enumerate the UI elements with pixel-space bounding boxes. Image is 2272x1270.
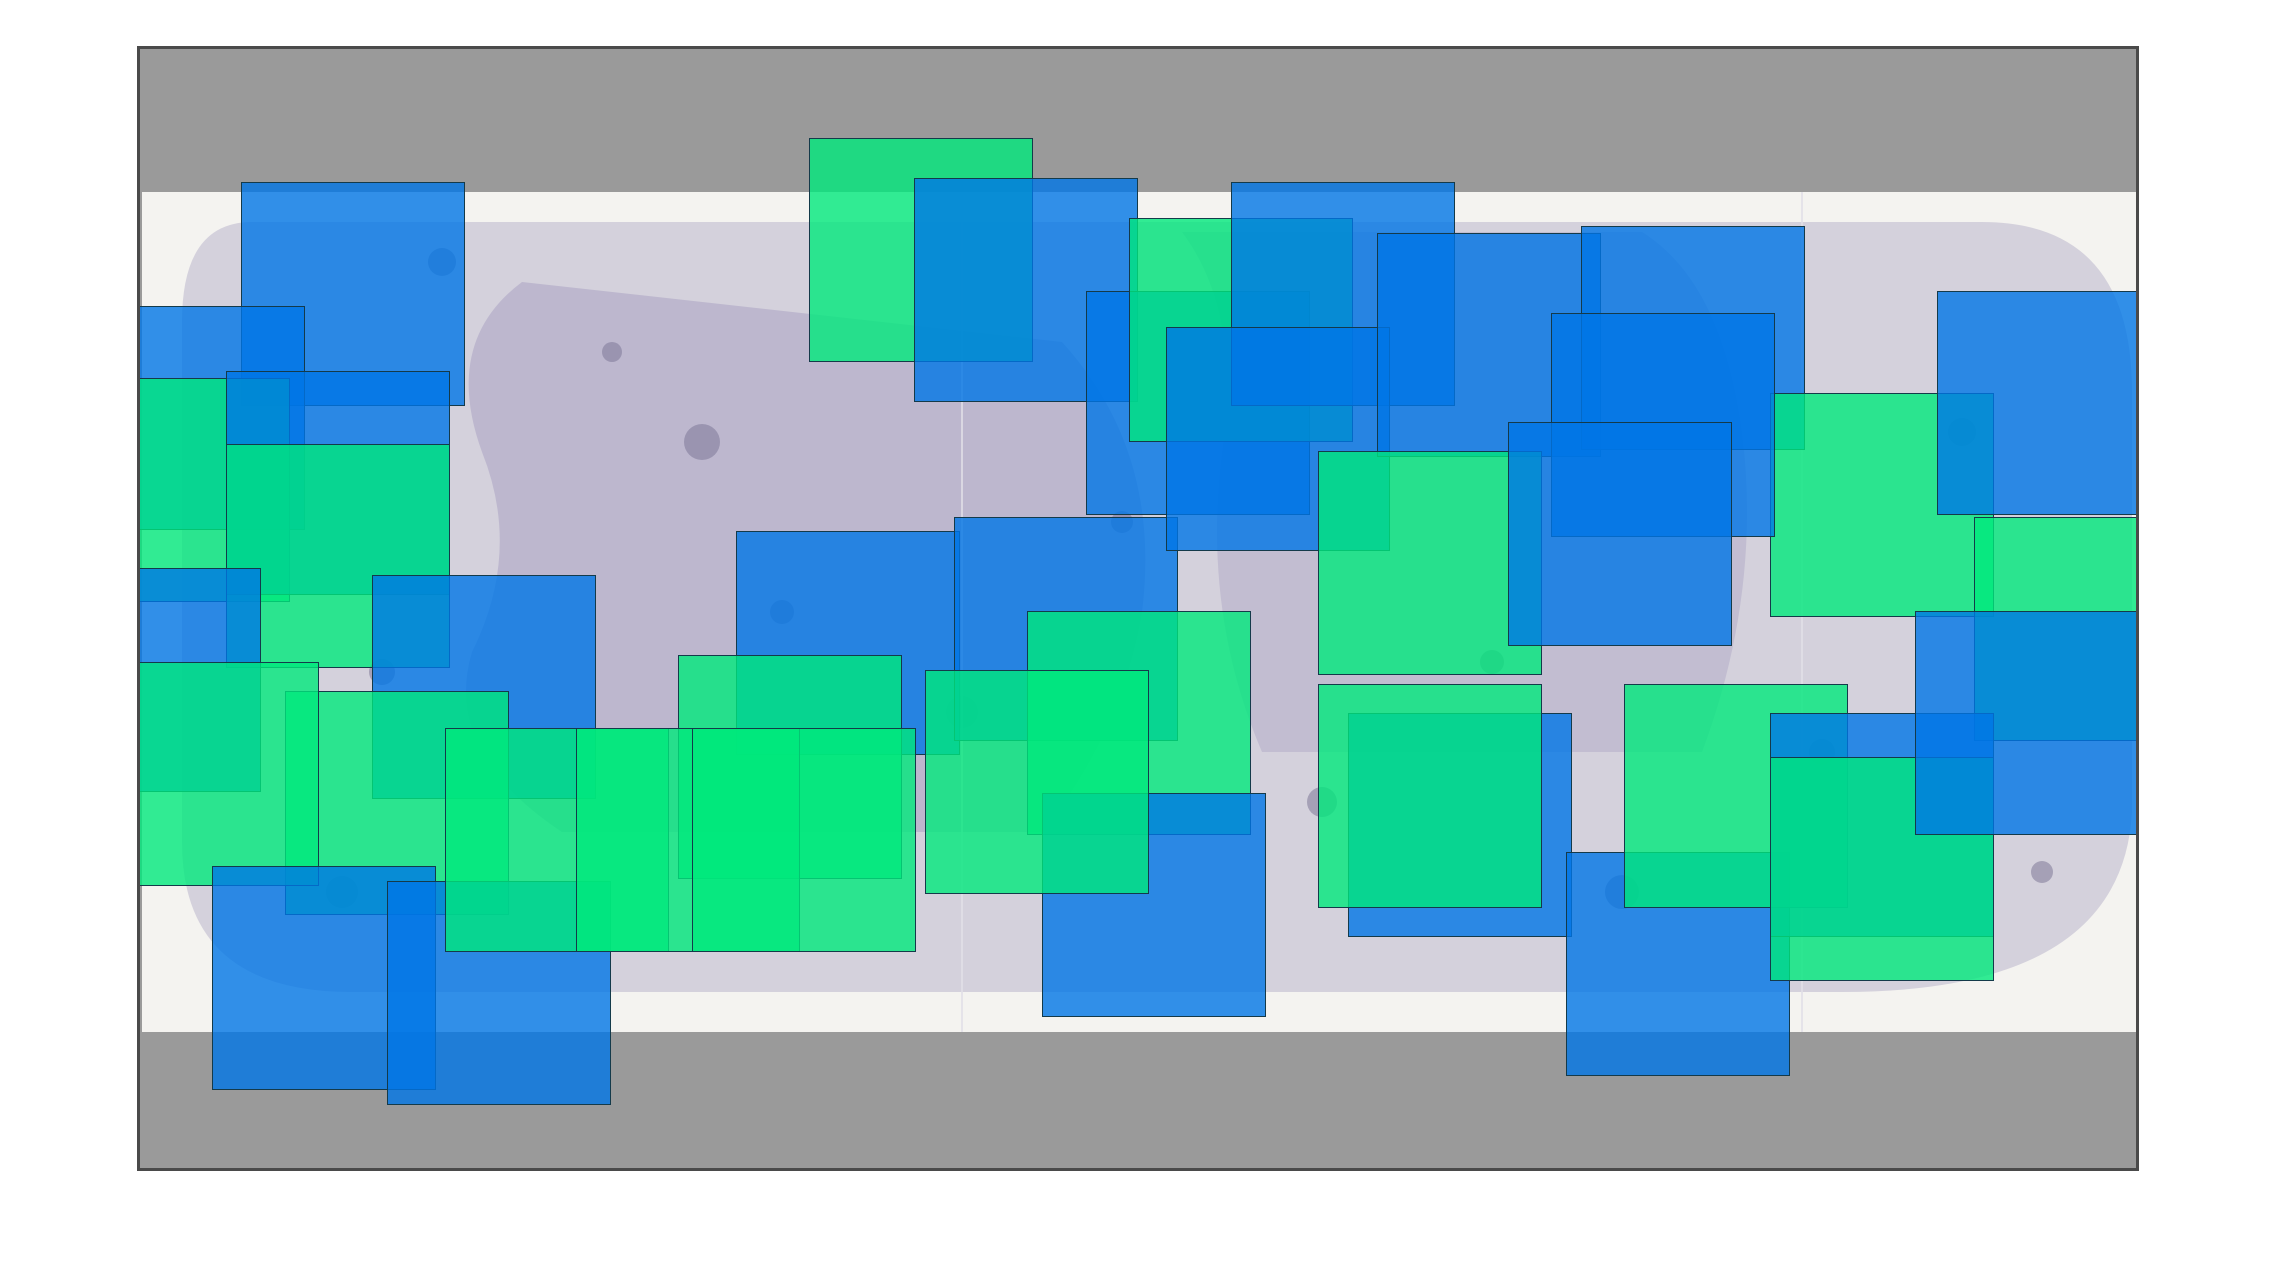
green-overlay-tile <box>140 662 320 887</box>
green-overlay-tile <box>925 669 1150 894</box>
blue-overlay-tile <box>1937 291 2136 516</box>
green-overlay-tile <box>692 727 917 952</box>
green-overlay-tile <box>1318 684 1543 909</box>
green-overlay-tile <box>1318 451 1543 676</box>
image-viewer-frame <box>137 46 2139 1171</box>
annotation-overlay <box>140 49 2136 1168</box>
blue-overlay-tile <box>1507 422 1732 647</box>
blue-overlay-tile <box>1915 611 2136 836</box>
